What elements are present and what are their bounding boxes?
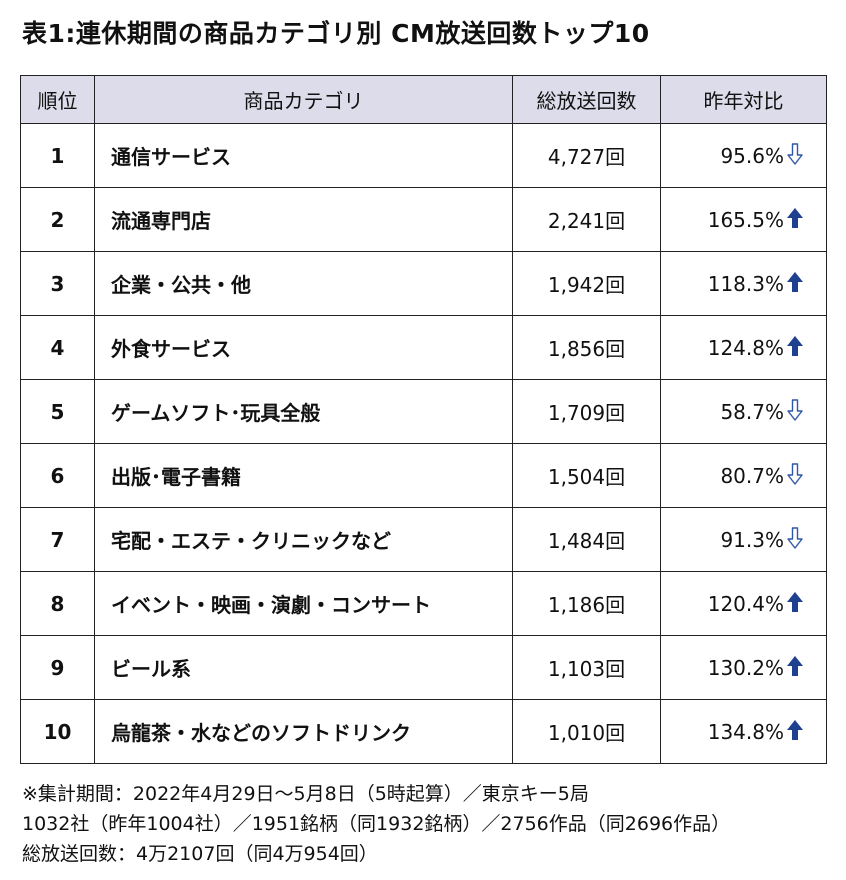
count-cell: 4,727回 bbox=[512, 123, 661, 188]
arrow-down-outline-icon bbox=[787, 143, 803, 165]
rank-cell: 1 bbox=[20, 123, 95, 188]
yoy-value: 134.8% bbox=[707, 720, 784, 744]
yoy-cell: 95.6% bbox=[660, 123, 827, 188]
header-yoy: 昨年対比 bbox=[660, 75, 827, 124]
category-cell: 流通専門店 bbox=[94, 187, 513, 252]
count-cell: 1,186回 bbox=[512, 571, 661, 636]
table-title: 表1:連休期間の商品カテゴリ別 CM放送回数トップ10 bbox=[22, 19, 650, 48]
yoy-value: 165.5% bbox=[707, 208, 784, 232]
footnote-period: ※集計期間：2022年4月29日～5月8日（5時起算）／東京キー5局 bbox=[22, 783, 589, 805]
arrow-down-outline-icon bbox=[787, 463, 803, 485]
count-cell: 1,103回 bbox=[512, 635, 661, 700]
arrow-up-filled-icon bbox=[787, 592, 803, 612]
yoy-cell: 130.2% bbox=[660, 635, 827, 700]
rank-cell: 9 bbox=[20, 635, 95, 700]
table-row: 1 通信サービス 4,727回 95.6% bbox=[20, 123, 827, 188]
category-cell: ビール系 bbox=[94, 635, 513, 700]
category-cell: 外食サービス bbox=[94, 315, 513, 380]
category-cell: 宅配・エステ・クリニックなど bbox=[94, 507, 513, 572]
rank-cell: 10 bbox=[20, 699, 95, 764]
yoy-cell: 80.7% bbox=[660, 443, 827, 508]
yoy-cell: 134.8% bbox=[660, 699, 827, 764]
table-row: 6 出版･電子書籍 1,504回 80.7% bbox=[20, 443, 827, 508]
yoy-value: 130.2% bbox=[707, 656, 784, 680]
rank-cell: 7 bbox=[20, 507, 95, 572]
yoy-value: 58.7% bbox=[720, 400, 784, 424]
yoy-cell: 165.5% bbox=[660, 187, 827, 252]
header-count: 総放送回数 bbox=[512, 75, 661, 124]
category-cell: 企業・公共・他 bbox=[94, 251, 513, 316]
count-cell: 1,484回 bbox=[512, 507, 661, 572]
footnote-total: 総放送回数：4万2107回（同4万954回） bbox=[22, 843, 378, 865]
yoy-value: 118.3% bbox=[707, 272, 784, 296]
category-cell: 烏龍茶・水などのソフトドリンク bbox=[94, 699, 513, 764]
rank-cell: 4 bbox=[20, 315, 95, 380]
rank-cell: 6 bbox=[20, 443, 95, 508]
yoy-cell: 118.3% bbox=[660, 251, 827, 316]
rank-cell: 5 bbox=[20, 379, 95, 444]
table-row: 4 外食サービス 1,856回 124.8% bbox=[20, 315, 827, 380]
rank-cell: 2 bbox=[20, 187, 95, 252]
yoy-value: 91.3% bbox=[720, 528, 784, 552]
rank-cell: 3 bbox=[20, 251, 95, 316]
table-header-row: 順位 商品カテゴリ 総放送回数 昨年対比 bbox=[20, 75, 827, 124]
table-row: 3 企業・公共・他 1,942回 118.3% bbox=[20, 251, 827, 316]
yoy-cell: 124.8% bbox=[660, 315, 827, 380]
arrow-up-filled-icon bbox=[787, 720, 803, 740]
category-cell: 通信サービス bbox=[94, 123, 513, 188]
cm-ranking-table: 順位 商品カテゴリ 総放送回数 昨年対比 1 通信サービス 4,727回 95.6% 2… bbox=[20, 75, 827, 764]
footnote-companies: 1032社（昨年1004社）／1951銘柄（同1932銘柄）／2756作品（同2… bbox=[22, 813, 731, 835]
category-cell: イベント・映画・演劇・コンサート bbox=[94, 571, 513, 636]
table-row: 10 烏龍茶・水などのソフトドリンク 1,010回 134.8% bbox=[20, 699, 827, 764]
count-cell: 1,942回 bbox=[512, 251, 661, 316]
yoy-value: 124.8% bbox=[707, 336, 784, 360]
table-row: 8 イベント・映画・演劇・コンサート 1,186回 120.4% bbox=[20, 571, 827, 636]
category-cell: ゲームソフト･玩具全般 bbox=[94, 379, 513, 444]
arrow-up-filled-icon bbox=[787, 272, 803, 292]
arrow-down-outline-icon bbox=[787, 399, 803, 421]
yoy-cell: 120.4% bbox=[660, 571, 827, 636]
arrow-up-filled-icon bbox=[787, 208, 803, 228]
yoy-value: 95.6% bbox=[720, 144, 784, 168]
table-row: 5 ゲームソフト･玩具全般 1,709回 58.7% bbox=[20, 379, 827, 444]
count-cell: 2,241回 bbox=[512, 187, 661, 252]
count-cell: 1,856回 bbox=[512, 315, 661, 380]
yoy-value: 80.7% bbox=[720, 464, 784, 488]
count-cell: 1,504回 bbox=[512, 443, 661, 508]
arrow-up-filled-icon bbox=[787, 656, 803, 676]
rank-cell: 8 bbox=[20, 571, 95, 636]
header-category: 商品カテゴリ bbox=[94, 75, 513, 124]
yoy-value: 120.4% bbox=[707, 592, 784, 616]
category-cell: 出版･電子書籍 bbox=[94, 443, 513, 508]
table-row: 7 宅配・エステ・クリニックなど 1,484回 91.3% bbox=[20, 507, 827, 572]
count-cell: 1,709回 bbox=[512, 379, 661, 444]
yoy-cell: 58.7% bbox=[660, 379, 827, 444]
yoy-cell: 91.3% bbox=[660, 507, 827, 572]
table-row: 2 流通専門店 2,241回 165.5% bbox=[20, 187, 827, 252]
header-rank: 順位 bbox=[20, 75, 95, 124]
footnotes: ※集計期間：2022年4月29日～5月8日（5時起算）／東京キー5局 1032社… bbox=[22, 779, 730, 869]
arrow-up-filled-icon bbox=[787, 336, 803, 356]
arrow-down-outline-icon bbox=[787, 527, 803, 549]
count-cell: 1,010回 bbox=[512, 699, 661, 764]
table-row: 9 ビール系 1,103回 130.2% bbox=[20, 635, 827, 700]
